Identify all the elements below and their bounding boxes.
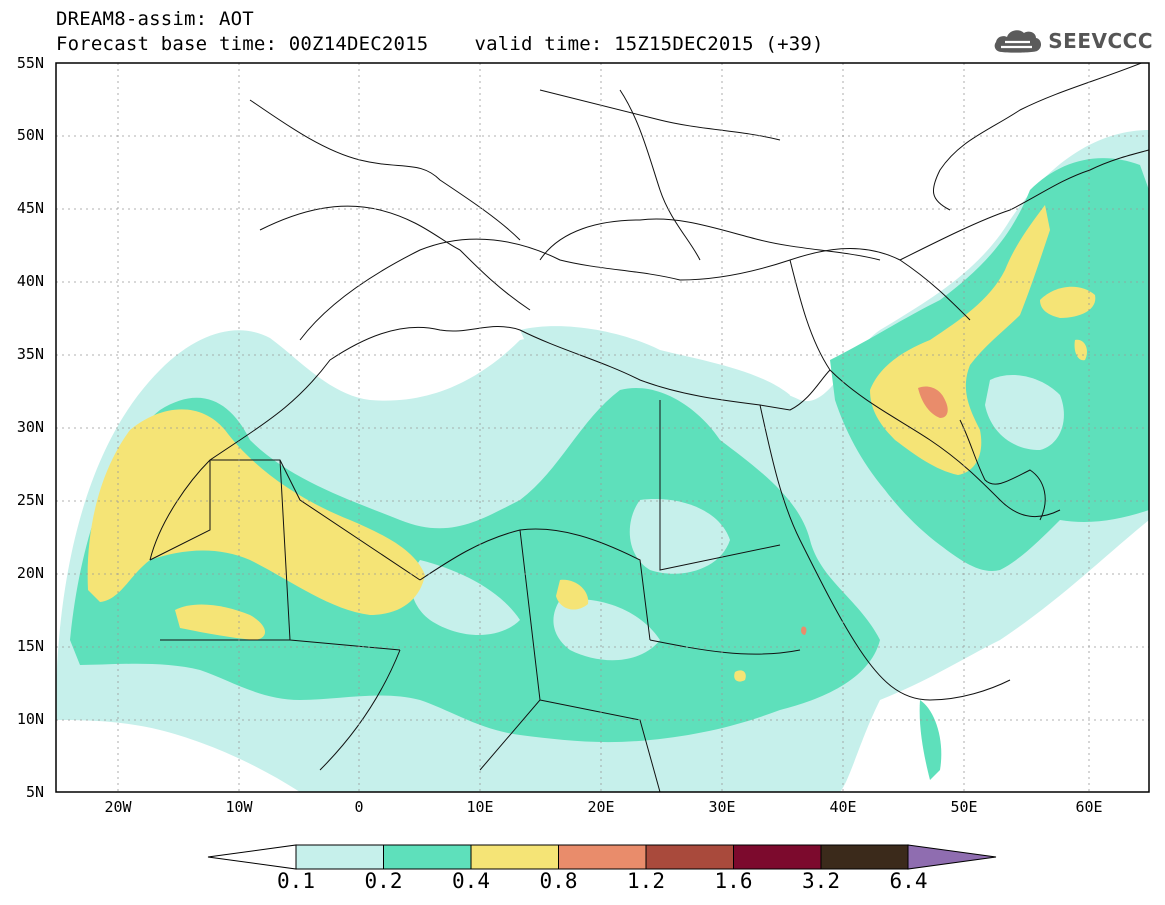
lat-axis: 5N 10N 15N 20N 25N 30N 35N 40N 45N 50N 5… <box>17 54 44 801</box>
colorbar-label: 0.4 <box>452 869 490 893</box>
lon-tick-20w: 20W <box>104 798 132 816</box>
lon-tick-40e: 40E <box>829 798 856 816</box>
lon-tick-60e: 60E <box>1075 798 1102 816</box>
graticule <box>56 63 1149 792</box>
colorbar <box>207 844 997 870</box>
lon-tick-30e: 30E <box>708 798 735 816</box>
colorbar-label: 0.8 <box>539 869 578 893</box>
map-title: DREAM8-assim: AOT <box>56 8 254 30</box>
lat-tick-35n: 35N <box>17 345 44 363</box>
colorbar-label: 6.4 <box>889 869 928 893</box>
lat-tick-10n: 10N <box>17 710 44 728</box>
seevccc-logo: SEEVCCC <box>992 24 1153 58</box>
time-line: Forecast base time: 00Z14DEC2015 valid ti… <box>56 33 824 55</box>
colorbar-label: 3.2 <box>802 869 840 893</box>
lat-tick-15n: 15N <box>17 637 44 655</box>
lat-tick-20n: 20N <box>17 564 44 582</box>
lat-tick-40n: 40N <box>17 272 44 290</box>
lon-tick-0: 0 <box>354 798 363 816</box>
colorbar-segment <box>383 844 472 870</box>
lat-tick-45n: 45N <box>17 199 44 217</box>
lat-tick-5n: 5N <box>26 783 44 801</box>
base-time: Forecast base time: 00Z14DEC2015 <box>56 33 429 55</box>
lon-tick-10e: 10E <box>466 798 493 816</box>
aot-level-0-4 <box>87 205 1096 682</box>
colorbar-label: 1.6 <box>714 869 753 893</box>
colorbar-low-arrow <box>207 844 297 870</box>
aot-level-0-2 <box>70 158 1149 780</box>
colorbar-segment <box>733 844 822 870</box>
colorbar-label: 1.2 <box>627 869 665 893</box>
lon-axis: 20W 10W 0 10E 20E 30E 40E 50E 60E <box>104 798 1102 816</box>
lon-tick-10w: 10W <box>225 798 253 816</box>
lat-tick-50n: 50N <box>17 126 44 144</box>
lon-tick-20e: 20E <box>587 798 614 816</box>
colorbar-segment <box>295 844 384 870</box>
colorbar-segment <box>558 844 647 870</box>
lat-tick-55n: 55N <box>17 54 44 72</box>
cloud-icon <box>994 30 1042 53</box>
aot-level-0-8 <box>801 386 948 635</box>
logo-text: SEEVCCC <box>1048 29 1153 53</box>
plot-frame <box>55 62 1150 793</box>
aot-holes <box>411 375 1064 661</box>
colorbar-label: 0.2 <box>364 869 403 893</box>
valid-time: valid time: 15Z15DEC2015 (+39) <box>474 33 824 55</box>
colorbar-high-arrow <box>907 844 997 870</box>
colorbar-label: 0.1 <box>277 869 315 893</box>
colorbar-segment <box>820 844 909 870</box>
lat-tick-30n: 30N <box>17 418 44 436</box>
aot-fields <box>56 63 1149 792</box>
lon-tick-50e: 50E <box>950 798 977 816</box>
colorbar-segment <box>645 844 734 870</box>
lat-tick-25n: 25N <box>17 491 44 509</box>
colorbar-segment <box>470 844 559 870</box>
